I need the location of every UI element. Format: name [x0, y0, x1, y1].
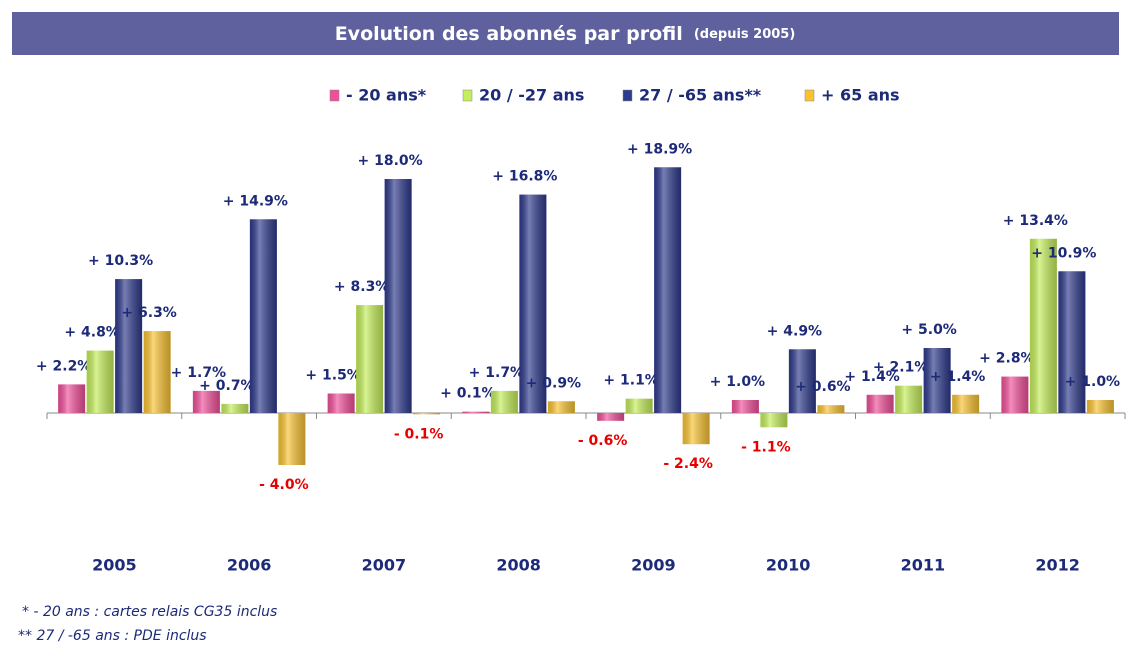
value-label: - 0.1%	[394, 426, 444, 442]
bar-shade	[952, 394, 980, 413]
bar-shade	[1058, 271, 1086, 413]
value-label: + 1.0%	[1065, 374, 1120, 390]
bar-shade	[817, 405, 845, 413]
legend-swatch	[329, 89, 340, 102]
legend-label: - 20 ans*	[346, 86, 427, 105]
bar-shade	[625, 398, 653, 413]
bar-shade	[895, 385, 923, 413]
value-label: + 10.3%	[88, 253, 153, 269]
x-tick-label: 2005	[92, 556, 137, 575]
value-label: + 1.1%	[603, 373, 658, 389]
bar-shade	[356, 305, 384, 413]
bar-shade	[115, 279, 143, 413]
value-label: + 18.9%	[627, 141, 692, 157]
value-label: + 0.6%	[795, 379, 850, 395]
x-tick-label: 2012	[1035, 556, 1080, 575]
chart-title: Evolution des abonnés par profil (depuis…	[335, 23, 796, 45]
value-label: + 1.5%	[305, 368, 360, 384]
bar-shade	[58, 384, 86, 413]
value-label: + 0.9%	[526, 375, 581, 391]
value-label: + 14.9%	[223, 193, 288, 209]
x-tick-label: 2006	[227, 556, 272, 575]
bar-shade	[143, 331, 171, 413]
legend-label: 20 / -27 ans	[479, 86, 584, 105]
bar-shade	[866, 394, 894, 413]
value-label: + 1.7%	[469, 365, 524, 381]
bar-shade	[249, 219, 277, 413]
value-label: + 0.7%	[199, 378, 254, 394]
bar-shade	[731, 400, 759, 413]
bar-shade	[384, 179, 412, 413]
legend-label: + 65 ans	[821, 86, 900, 105]
x-tick-label: 2007	[362, 556, 407, 575]
bar-shade	[490, 390, 518, 413]
value-label: + 10.9%	[1031, 245, 1096, 261]
bar-shade	[278, 413, 306, 465]
value-label: - 1.1%	[741, 439, 791, 455]
value-label: + 13.4%	[1003, 213, 1068, 229]
title-text: Evolution des abonnés par profil	[335, 23, 683, 45]
bar-shade	[413, 413, 441, 415]
subtitle: (depuis 2005)	[694, 27, 795, 42]
value-label: + 6.3%	[121, 305, 176, 321]
value-label: + 5.0%	[901, 322, 956, 338]
bar-shade	[760, 413, 788, 428]
value-label: - 4.0%	[259, 477, 309, 493]
value-label: + 2.1%	[873, 360, 928, 376]
bar-shade	[1001, 376, 1029, 413]
value-label: + 1.0%	[710, 374, 765, 390]
bar-shade	[327, 393, 355, 413]
bar-shade	[519, 194, 547, 413]
title-bar	[12, 12, 1119, 55]
bar-shade	[597, 413, 625, 421]
bar-shade	[86, 350, 114, 413]
value-label: + 0.1%	[440, 386, 495, 402]
x-tick-label: 2009	[631, 556, 676, 575]
x-tick-label: 2008	[496, 556, 541, 575]
legend-label: 27 / -65 ans**	[639, 86, 762, 105]
bar-shade	[1029, 238, 1057, 413]
footnote: ** 27 / -65 ans : PDE inclus	[18, 628, 207, 644]
x-tick-label: 2011	[901, 556, 946, 575]
x-tick-label: 2010	[766, 556, 811, 575]
value-label: + 1.4%	[844, 369, 899, 385]
bar-shade	[192, 390, 220, 413]
bar-shade	[788, 349, 816, 413]
bar-shade	[654, 167, 682, 413]
value-label: + 18.0%	[358, 153, 423, 169]
value-label: + 4.9%	[767, 323, 822, 339]
footnote: * - 20 ans : cartes relais CG35 inclus	[22, 604, 277, 620]
value-label: + 16.8%	[492, 169, 557, 185]
value-label: + 2.2%	[36, 358, 91, 374]
value-label: - 2.4%	[663, 456, 713, 472]
bar-shade	[682, 413, 710, 445]
value-label: + 2.8%	[979, 351, 1034, 367]
value-label: + 1.4%	[930, 369, 985, 385]
value-label: + 1.7%	[171, 365, 226, 381]
bar-shade	[547, 401, 575, 413]
value-label: - 0.6%	[578, 433, 628, 449]
legend-swatch	[462, 89, 473, 102]
bar-shade	[1086, 400, 1114, 413]
legend-swatch	[804, 89, 815, 102]
bar-shade	[462, 411, 490, 413]
bar-shade	[923, 348, 951, 413]
value-label: + 8.3%	[334, 279, 389, 295]
bar-shade	[221, 403, 249, 413]
legend-swatch	[622, 89, 633, 102]
value-label: + 4.8%	[64, 325, 119, 341]
